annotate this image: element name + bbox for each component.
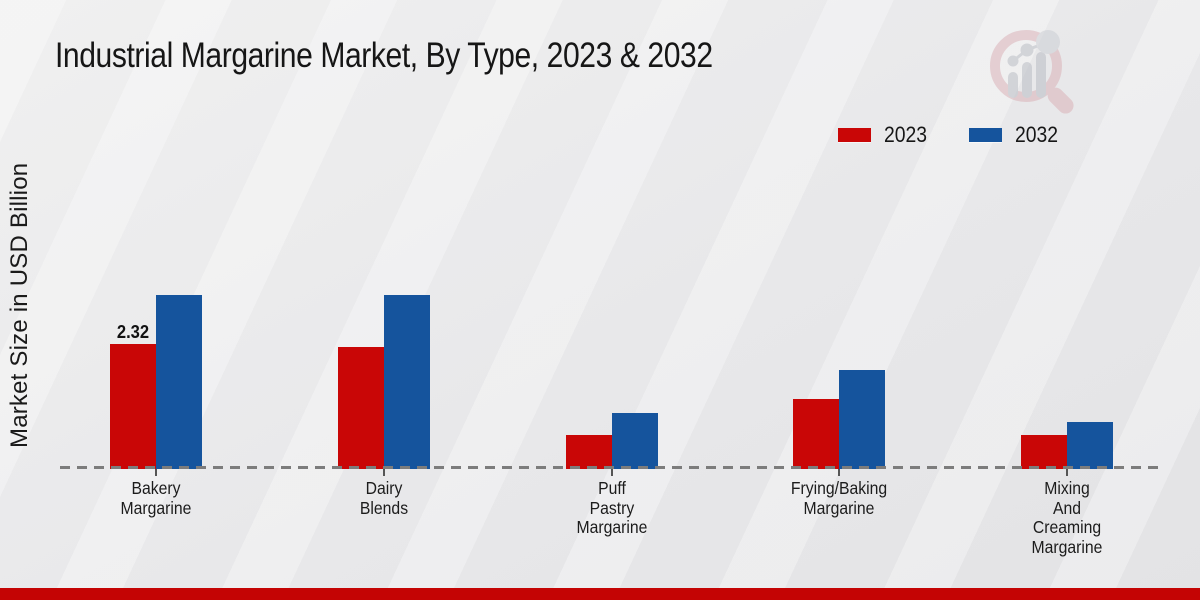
bar-2032-dairy-blends	[383, 295, 430, 469]
x-axis-tick	[154, 469, 157, 476]
bar-2032-puff-pastry-margarine	[611, 413, 658, 469]
logo-dot-large	[1036, 30, 1060, 54]
category-label-dairy-blends: Dairy Blends	[359, 478, 408, 518]
category-label-frying-baking-margarine: Frying/Baking Margarine	[790, 478, 888, 518]
x-axis-tick	[838, 469, 840, 476]
x-axis-tick	[610, 469, 613, 476]
legend-swatch-2032	[968, 128, 1002, 142]
bar-2023-dairy-blends	[337, 347, 384, 469]
x-axis-tick	[1065, 469, 1068, 476]
category-label-mixing-and-creaming-margarine: Mixing And Creaming Margarine	[1031, 478, 1102, 557]
footer-accent-bar	[0, 588, 1200, 600]
category-label-puff-pastry-margarine: Puff Pastry Margarine	[576, 478, 647, 537]
bar-value-label: 2.32	[116, 322, 149, 342]
legend: 2023 2032	[838, 122, 1064, 148]
legend-swatch-2023	[838, 128, 871, 142]
legend-label-2032: 2032	[1014, 122, 1059, 147]
chart-title: Industrial Margarine Market, By Type, 20…	[55, 36, 713, 75]
x-axis-tick	[382, 469, 385, 476]
bar-2023-puff-pastry-margarine	[565, 435, 612, 469]
bar-2032-bakery-margarine	[155, 295, 202, 469]
market-research-future-logo-watermark	[990, 30, 1074, 114]
legend-item-2023: 2023	[838, 122, 933, 148]
logo-bar-large	[1036, 52, 1046, 98]
logo-magnifier-handle	[1047, 87, 1074, 114]
bar-2032-frying-baking-margarine	[839, 370, 885, 469]
bar-2023-bakery-margarine	[109, 344, 156, 469]
x-axis-baseline-dashed	[60, 466, 1160, 469]
bar-2023-frying-baking-margarine	[793, 399, 839, 469]
logo-dot-medium	[1020, 43, 1034, 57]
legend-label-2023: 2023	[884, 122, 928, 147]
logo-bar-small	[1008, 72, 1018, 98]
legend-item-2032: 2032	[968, 122, 1064, 148]
category-label-bakery-margarine: Bakery Margarine	[120, 478, 191, 518]
logo-dot-small	[1007, 55, 1019, 67]
bar-2032-mixing-and-creaming-margarine	[1066, 422, 1113, 469]
logo-bar-medium	[1022, 62, 1032, 98]
bar-2023-mixing-and-creaming-margarine	[1020, 435, 1067, 469]
